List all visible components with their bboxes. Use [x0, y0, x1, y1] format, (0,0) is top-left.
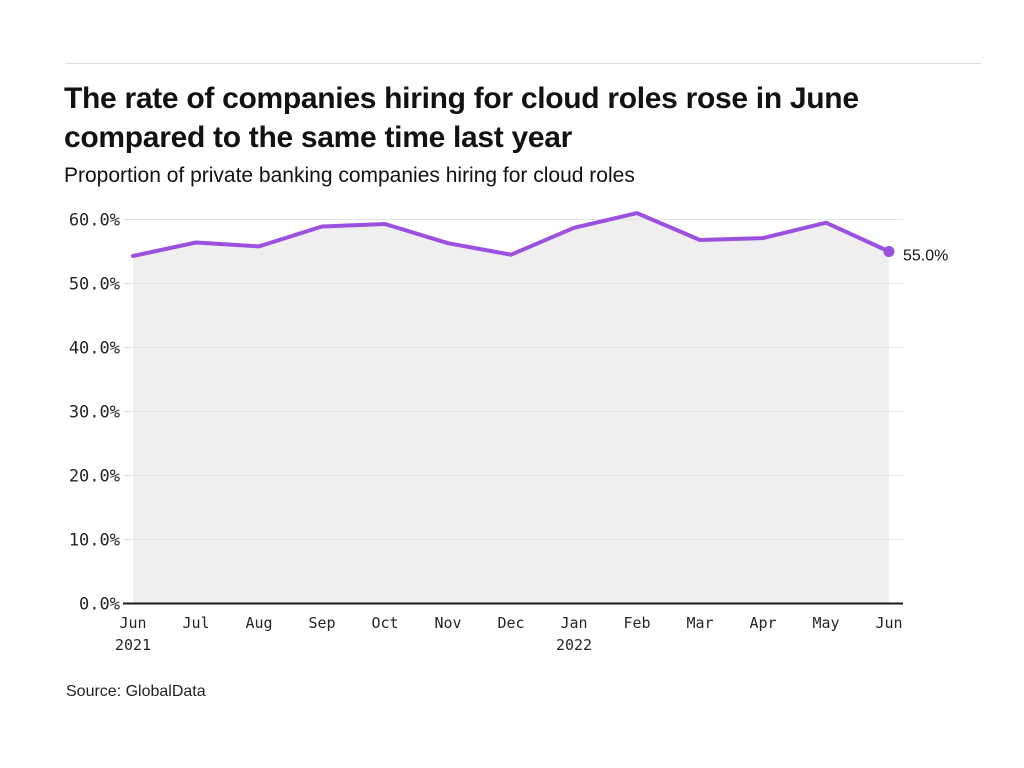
x-tick-year-label: 2022 — [556, 636, 592, 654]
y-tick-label: 50.0% — [69, 275, 120, 295]
top-divider — [65, 63, 981, 64]
y-tick-label: 40.0% — [69, 339, 120, 359]
x-tick-year-label: 2021 — [115, 636, 151, 654]
end-point-dot — [883, 246, 895, 257]
x-tick-label: Mar — [686, 614, 713, 632]
x-tick-label: Aug — [245, 614, 272, 632]
x-tick-label: Jun — [119, 614, 146, 632]
x-tick-label: Apr — [749, 614, 776, 632]
source-note: Source: GlobalData — [66, 683, 206, 700]
x-tick-label: Nov — [434, 614, 461, 632]
x-tick-label: Oct — [371, 614, 398, 632]
chart-subtitle: Proportion of private banking companies … — [64, 164, 635, 187]
area-fill — [133, 213, 889, 604]
y-tick-label: 30.0% — [69, 403, 120, 423]
y-tick-label: 20.0% — [69, 467, 120, 487]
page-title: The rate of companies hiring for cloud r… — [64, 79, 859, 157]
line-chart-svg: 0.0% 10.0% 20.0% 30.0% 40.0% 50.0% 60.0% Jun Jul… — [69, 211, 949, 655]
page-title-line-2: compared to the same time last year — [64, 121, 573, 154]
x-tick-label: Dec — [497, 614, 524, 632]
end-value-label: 55.0% — [903, 248, 948, 265]
x-tick-label: Jun — [875, 614, 902, 632]
line-chart: 0.0% 10.0% 20.0% 30.0% 40.0% 50.0% 60.0% Jun Jul… — [0, 195, 1024, 665]
x-tick-label: Jan — [560, 614, 587, 632]
x-tick-label: Feb — [623, 614, 650, 632]
x-tick-label: Jul — [182, 614, 209, 632]
page-title-line-1: The rate of companies hiring for cloud r… — [64, 82, 859, 115]
y-tick-label: 10.0% — [69, 531, 120, 551]
y-tick-label: 60.0% — [69, 211, 120, 231]
x-tick-label: Sep — [308, 614, 335, 632]
y-tick-label: 0.0% — [79, 595, 120, 615]
x-tick-label: May — [812, 614, 839, 632]
trend-line — [131, 211, 891, 258]
